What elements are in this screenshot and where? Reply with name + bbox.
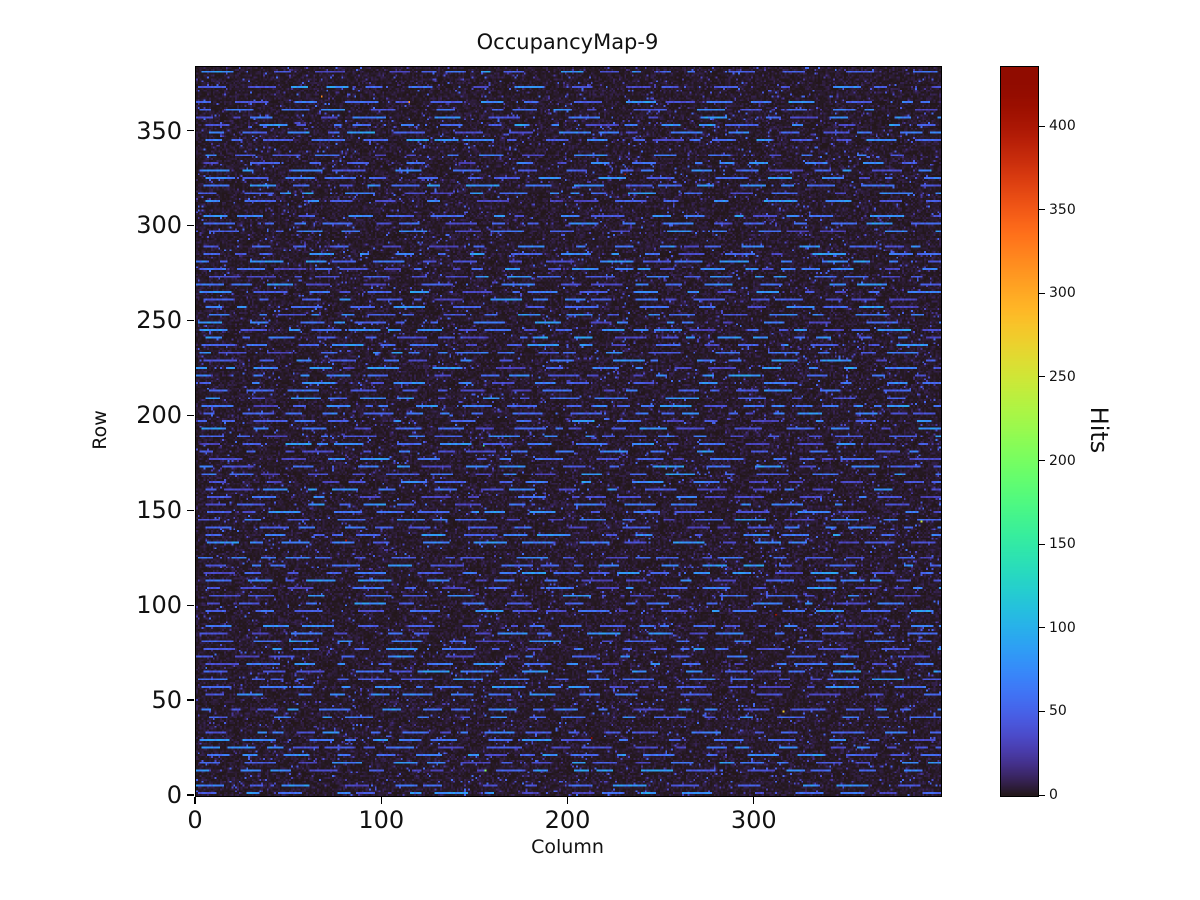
y-tick-mark: [187, 319, 194, 321]
colorbar-tick-mark: [1039, 209, 1045, 211]
y-tick-label: 350: [136, 116, 182, 145]
x-tick-label: 100: [358, 806, 405, 834]
y-axis-label: Row: [89, 410, 111, 450]
plot-area: [195, 66, 942, 797]
y-tick-mark: [187, 794, 194, 796]
colorbar-tick-label: 400: [1049, 118, 1076, 135]
y-tick-mark: [187, 224, 194, 227]
y-tick-mark: [187, 699, 194, 701]
colorbar-tick-mark: [1039, 376, 1045, 378]
y-tick-label: 100: [136, 591, 182, 620]
x-tick-mark: [194, 797, 196, 804]
x-tick-mark: [380, 797, 382, 804]
colorbar-tick-mark: [1039, 627, 1045, 629]
colorbar-canvas: [1001, 67, 1038, 796]
colorbar-label: Hits: [1085, 406, 1113, 454]
colorbar-tick-mark: [1039, 794, 1045, 796]
x-axis-label: Column: [531, 836, 604, 858]
y-tick-label: 50: [151, 686, 182, 715]
x-tick-label: 300: [730, 806, 777, 834]
colorbar-tick-label: 100: [1049, 619, 1076, 636]
colorbar-tick-mark: [1039, 460, 1045, 462]
y-tick-label: 200: [136, 401, 182, 430]
x-tick-label: 0: [187, 806, 203, 834]
y-tick-label: 250: [136, 306, 182, 335]
y-tick-label: 150: [136, 496, 182, 525]
y-tick-mark: [187, 509, 194, 511]
colorbar-tick-mark: [1039, 292, 1045, 294]
chart-title: OccupancyMap-9: [476, 30, 659, 54]
colorbar-tick-label: 300: [1049, 285, 1076, 302]
y-tick-label: 0: [166, 781, 182, 809]
y-tick-mark: [187, 414, 194, 416]
colorbar-tick-label: 200: [1049, 452, 1076, 469]
x-tick-mark: [566, 797, 569, 804]
colorbar-tick-label: 150: [1049, 536, 1076, 553]
colorbar-tick-label: 50: [1049, 703, 1067, 720]
colorbar-tick-mark: [1039, 710, 1045, 712]
colorbar-tick-label: 350: [1049, 201, 1076, 218]
colorbar-tick-label: 0: [1049, 787, 1058, 803]
colorbar: [1000, 66, 1039, 797]
y-tick-label: 300: [136, 211, 182, 240]
x-tick-mark: [753, 797, 755, 804]
colorbar-tick-label: 250: [1049, 368, 1076, 385]
y-tick-mark: [187, 604, 194, 606]
colorbar-tick-mark: [1039, 125, 1045, 127]
heatmap-canvas: [196, 67, 941, 796]
y-tick-mark: [187, 129, 194, 132]
colorbar-tick-mark: [1039, 543, 1045, 545]
x-tick-label: 200: [544, 806, 591, 834]
